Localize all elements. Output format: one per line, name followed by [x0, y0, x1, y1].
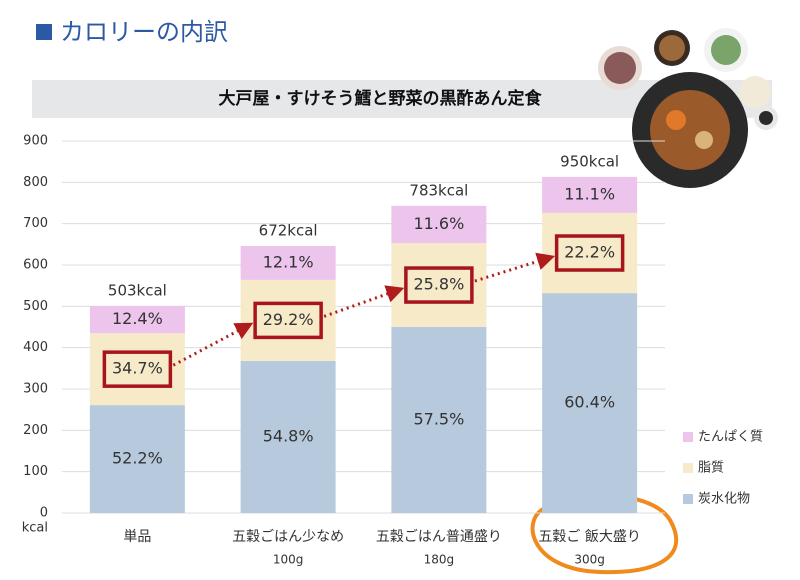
bar-segment: [391, 327, 487, 513]
x-tick-label: 五穀ご 飯大盛り: [538, 528, 640, 545]
title-marker: [36, 24, 52, 40]
total-label: 783kcal: [409, 181, 468, 199]
segment-label: 52.2%: [112, 449, 163, 468]
x-sublabel: 180g: [424, 553, 455, 567]
x-tick-label: 単品: [123, 529, 151, 545]
total-label: 672kcal: [259, 221, 318, 239]
trend-arrow: [474, 252, 556, 283]
bar-segment: [89, 405, 185, 513]
subtitle: 大戸屋・すけそう鱈と野菜の黒酢あん定食: [219, 88, 543, 109]
x-tick-label: 五穀ごはん普通盛り: [376, 529, 502, 545]
y-unit: kcal: [22, 521, 48, 536]
bar-segment: [240, 360, 336, 513]
segment-label: 11.6%: [413, 214, 464, 233]
highlight-box: [404, 266, 474, 304]
bar-segment: [89, 305, 185, 334]
y-tick-label: 500: [23, 299, 48, 314]
bar-segment: [240, 245, 336, 280]
segment-label: 11.1%: [564, 184, 615, 203]
y-tick-label: 300: [23, 382, 48, 397]
segment-label: 34.7%: [112, 359, 163, 378]
trend-arrow: [172, 322, 254, 367]
segment-label: 54.8%: [263, 426, 314, 445]
highlight-box: [554, 234, 625, 272]
total-label: 950kcal: [560, 152, 619, 170]
highlight-box: [102, 350, 173, 388]
y-tick-label: 0: [40, 506, 48, 521]
legend-swatch: [683, 494, 693, 504]
x-sublabel: 300g: [574, 553, 605, 567]
segment-label: 29.2%: [263, 310, 314, 329]
y-tick-label: 700: [23, 216, 48, 231]
y-tick-label: 800: [23, 175, 48, 190]
chart-title: カロリーの内訳: [60, 18, 228, 46]
legend-label: 脂質: [698, 461, 724, 476]
y-tick-label: 900: [23, 134, 48, 149]
y-tick-label: 600: [23, 258, 48, 273]
segment-label: 60.4%: [564, 393, 615, 412]
total-label: 503kcal: [108, 281, 167, 299]
x-tick-label: 五穀ごはん少なめ: [232, 529, 344, 545]
x-sublabel: 100g: [273, 553, 304, 567]
legend-label: たんぱく質: [698, 430, 763, 445]
bar-segment: [391, 205, 487, 244]
highlight-box: [253, 301, 323, 340]
bar-segment: [542, 293, 638, 513]
y-tick-label: 100: [23, 464, 48, 479]
legend-swatch: [683, 463, 693, 473]
bar-segment: [542, 176, 638, 213]
food-photo: [598, 28, 778, 188]
y-tick-label: 400: [23, 340, 48, 355]
legend-swatch: [683, 432, 693, 442]
segment-label: 57.5%: [413, 410, 464, 429]
y-tick-label: 200: [23, 423, 48, 438]
trend-arrow: [323, 285, 405, 318]
segment-label: 12.1%: [263, 252, 314, 271]
segment-label: 22.2%: [564, 243, 615, 262]
segment-label: 25.8%: [413, 275, 464, 294]
legend-label: 炭水化物: [698, 492, 750, 507]
segment-label: 12.4%: [112, 309, 163, 328]
